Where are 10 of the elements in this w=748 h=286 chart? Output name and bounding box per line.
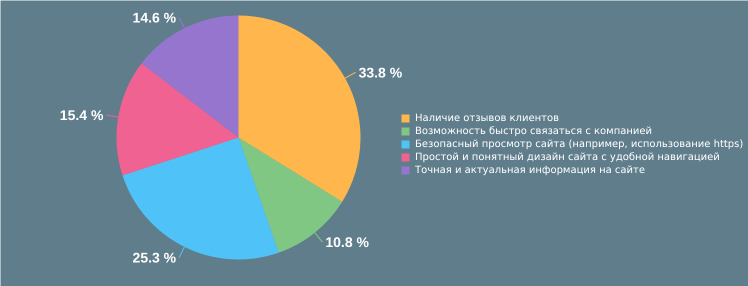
data-label: 33.8 % [358,64,403,80]
data-label: 14.6 % [132,9,177,26]
legend-label: Простой и понятный дизайн сайта с удобной навигацией [415,151,720,163]
data-label: 25.3 % [132,250,177,266]
legend-label: Возможность быстро связаться с компанией [415,125,652,137]
legend-label: Наличие отзывов клиентов [415,112,559,124]
legend-label: Точная и актуальная информация на сайте [415,164,646,176]
legend-label: Безопасный просмотр сайта (например, использование https) [415,138,744,150]
data-label: 10.8 % [325,234,370,250]
data-label: 15.4 % [60,107,104,124]
